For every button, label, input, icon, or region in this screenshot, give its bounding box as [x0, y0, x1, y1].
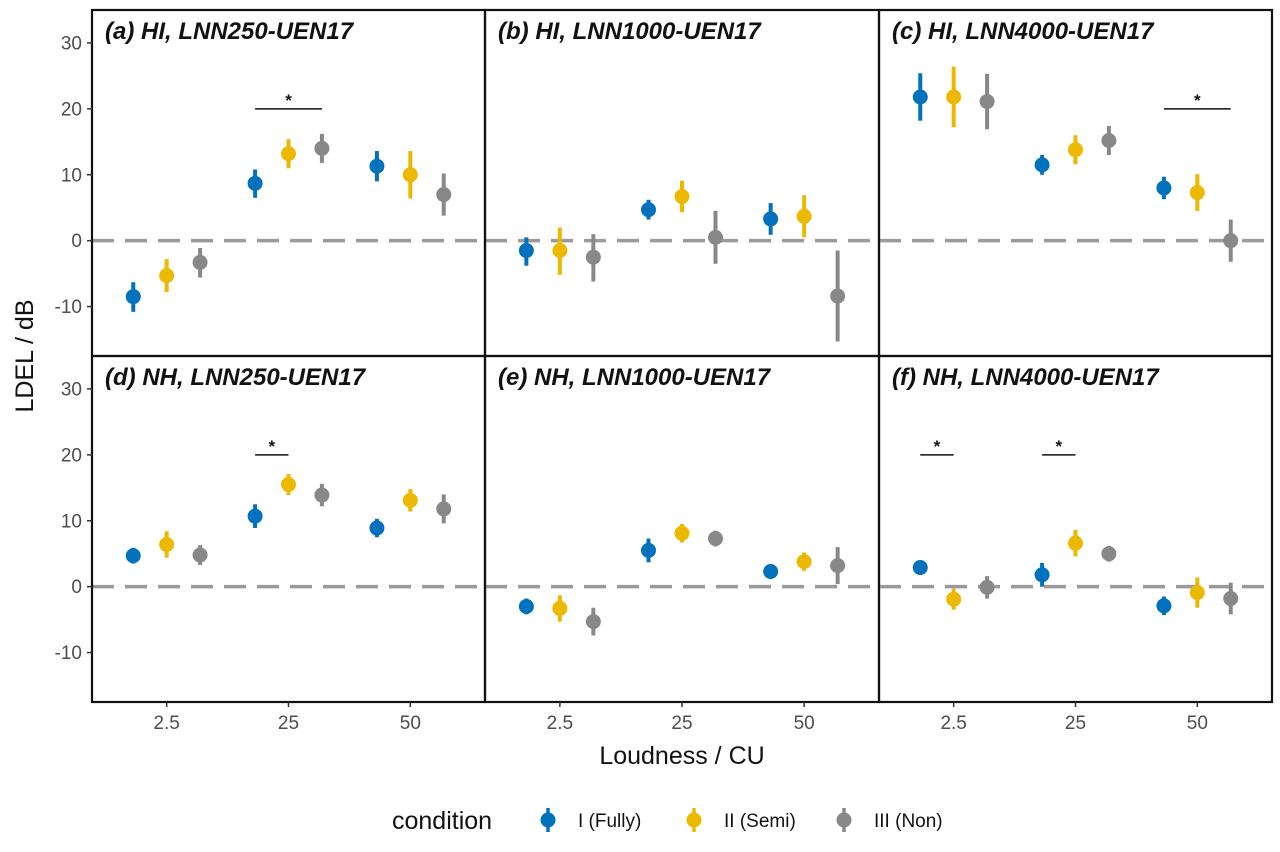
x-tick-label: 50 — [400, 713, 421, 734]
panel-border — [877, 8, 1274, 358]
data-point — [314, 140, 330, 156]
data-point — [674, 525, 690, 541]
data-point — [518, 243, 534, 259]
data-point — [1223, 591, 1239, 607]
data-point — [641, 542, 657, 558]
data-point — [281, 146, 296, 162]
data-point — [247, 508, 263, 524]
y-tick-label: 0 — [71, 231, 82, 252]
panel-title: (a) HI, LNN250-UEN17 — [105, 18, 355, 45]
panel-title: (e) NH, LNN1000-UEN17 — [498, 364, 772, 391]
data-point — [946, 89, 962, 105]
data-point — [402, 167, 418, 183]
data-point — [552, 600, 568, 616]
data-point — [1101, 546, 1117, 562]
data-point — [369, 158, 385, 174]
panel-title: (c) HI, LNN4000-UEN17 — [892, 18, 1155, 45]
y-tick-label: 10 — [61, 511, 82, 532]
data-point — [1034, 567, 1050, 583]
data-point — [436, 501, 452, 517]
data-point — [707, 229, 723, 245]
data-point — [436, 187, 452, 203]
legend-key-point — [686, 812, 702, 828]
panel-title: (b) HI, LNN1000-UEN17 — [498, 18, 762, 45]
data-point — [518, 598, 534, 614]
y-tick-label: 20 — [61, 99, 82, 120]
panel-border — [90, 354, 487, 704]
data-point — [314, 487, 330, 503]
x-tick-label: 50 — [1187, 713, 1208, 734]
data-point — [402, 492, 418, 508]
x-tick-label: 2.5 — [153, 713, 179, 734]
x-tick-label: 2.5 — [547, 713, 573, 734]
data-point — [1189, 585, 1205, 601]
significance-star: * — [934, 437, 941, 456]
data-point — [159, 536, 175, 552]
x-tick-label: 25 — [1065, 713, 1086, 734]
significance-star: * — [1055, 437, 1062, 456]
significance-star: * — [1194, 91, 1201, 110]
data-point — [763, 211, 779, 227]
data-point — [796, 208, 812, 224]
data-point — [912, 560, 928, 576]
data-point — [552, 243, 568, 259]
significance-star: * — [268, 437, 275, 456]
data-point — [1189, 185, 1205, 201]
x-axis-title: Loudness / CU — [599, 742, 764, 770]
legend-key-point — [836, 812, 852, 828]
y-tick-label: 30 — [61, 379, 82, 400]
y-tick-label: -10 — [55, 643, 82, 664]
data-point — [674, 189, 690, 205]
data-point — [247, 175, 263, 191]
legend-label: III (Non) — [874, 811, 943, 832]
panel-border — [877, 354, 1274, 704]
data-point — [1101, 132, 1117, 148]
data-point — [979, 94, 995, 110]
legend-key-point — [540, 812, 556, 828]
data-point — [707, 531, 723, 547]
x-tick-label: 25 — [671, 713, 692, 734]
data-point — [763, 564, 779, 580]
x-tick-label: 2.5 — [940, 713, 966, 734]
data-point — [979, 579, 995, 595]
y-tick-label: -10 — [55, 297, 82, 318]
data-point — [1068, 535, 1083, 551]
data-point — [796, 554, 812, 570]
x-tick-label: 25 — [278, 713, 299, 734]
data-point — [830, 558, 846, 574]
data-point — [159, 268, 175, 284]
y-tick-label: 10 — [61, 165, 82, 186]
legend-label: I (Fully) — [578, 811, 641, 832]
panel-border — [90, 8, 487, 358]
data-point — [585, 249, 601, 265]
panel-title: (d) NH, LNN250-UEN17 — [105, 364, 367, 391]
data-point — [641, 202, 657, 218]
data-point — [585, 614, 601, 630]
y-tick-label: 30 — [61, 33, 82, 54]
data-point — [1223, 233, 1239, 249]
significance-star: * — [285, 91, 292, 110]
data-point — [1034, 157, 1050, 173]
data-point — [125, 289, 141, 305]
data-point — [946, 591, 962, 607]
data-point — [281, 477, 296, 493]
data-point — [1068, 142, 1083, 158]
legend-title: condition — [392, 807, 492, 835]
data-point — [1156, 180, 1172, 196]
data-point — [1156, 598, 1172, 614]
y-tick-label: 0 — [71, 577, 82, 598]
y-axis-title: LDEL / dB — [11, 299, 39, 412]
y-tick-label: 20 — [61, 445, 82, 466]
panel-title: (f) NH, LNN4000-UEN17 — [892, 364, 1160, 391]
data-point — [125, 548, 141, 564]
data-point — [192, 547, 208, 563]
data-point — [912, 89, 928, 105]
data-point — [369, 520, 385, 536]
data-point — [192, 254, 208, 270]
legend-label: II (Semi) — [724, 811, 796, 832]
data-point — [830, 288, 846, 304]
x-tick-label: 50 — [794, 713, 815, 734]
